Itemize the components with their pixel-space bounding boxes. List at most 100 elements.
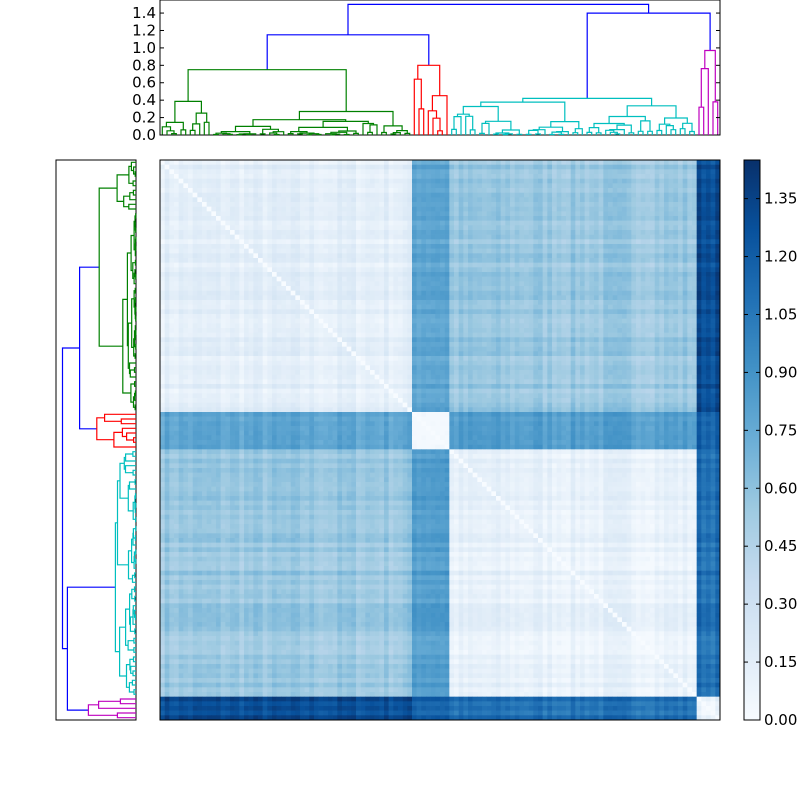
heatmap-cell <box>244 342 249 347</box>
heatmap-cell <box>178 183 184 189</box>
heatmap-cell <box>715 304 721 310</box>
heatmap-cell <box>556 160 562 165</box>
heatmap-cell <box>692 192 697 198</box>
heatmap-cell <box>384 244 389 249</box>
heatmap-cell <box>491 286 497 291</box>
heatmap-cell <box>496 206 501 212</box>
heatmap-cell <box>234 197 240 203</box>
heatmap-cell <box>631 188 637 193</box>
heatmap-cell <box>575 286 581 291</box>
heatmap-cell <box>650 276 655 282</box>
heatmap-cell <box>416 220 422 226</box>
heatmap-cell <box>314 286 319 291</box>
heatmap-cell <box>603 290 609 296</box>
heatmap-cell <box>388 211 394 217</box>
heatmap-cell <box>412 160 417 165</box>
heatmap-cell <box>160 192 165 198</box>
heatmap-cell <box>234 164 240 170</box>
heatmap-cell <box>164 239 170 245</box>
heatmap-cell <box>318 160 324 165</box>
heatmap-cell <box>617 272 623 277</box>
heatmap-cell <box>225 272 231 277</box>
heatmap-cell <box>696 183 702 189</box>
top-y-tick-label: 0.2 <box>132 109 156 127</box>
heatmap-cell <box>659 323 665 329</box>
heatmap-cell <box>239 169 245 175</box>
heatmap-cell <box>626 318 632 324</box>
heatmap-cell <box>192 272 198 277</box>
heatmap-cell <box>384 220 389 226</box>
heatmap-cell <box>626 300 632 305</box>
heatmap-cell <box>575 258 581 263</box>
heatmap-cell <box>482 323 487 329</box>
heatmap-cell <box>594 253 599 259</box>
heatmap-cell <box>598 286 604 291</box>
heatmap-cell <box>216 276 221 282</box>
heatmap-cell <box>626 230 632 235</box>
heatmap-cell <box>692 276 697 282</box>
heatmap-cell <box>477 178 483 184</box>
heatmap-cell <box>281 220 287 226</box>
heatmap-cell <box>463 300 469 305</box>
left-dendrogram-link <box>125 608 130 646</box>
left-dendrogram-link <box>122 298 131 394</box>
heatmap-cell <box>612 267 618 273</box>
heatmap-cell <box>421 295 427 301</box>
heatmap-cell <box>598 230 604 235</box>
heatmap-cell <box>528 216 534 221</box>
heatmap-cell <box>608 174 613 179</box>
heatmap-cell <box>318 304 324 310</box>
heatmap-cell <box>491 309 497 315</box>
heatmap-cell <box>584 318 590 324</box>
heatmap-cell <box>421 323 427 329</box>
heatmap-cell <box>393 234 399 240</box>
heatmap-cell <box>416 202 422 207</box>
heatmap-cell <box>272 295 277 301</box>
heatmap-cell <box>664 295 669 301</box>
heatmap-cell <box>328 160 333 165</box>
heatmap-cell <box>612 328 618 333</box>
heatmap-cell <box>281 211 287 217</box>
heatmap-cell <box>547 178 553 184</box>
heatmap-cell <box>547 220 553 226</box>
heatmap-cell <box>664 202 669 207</box>
heatmap-cell <box>337 267 343 273</box>
heatmap-cell <box>421 253 427 259</box>
heatmap-cell <box>538 206 543 212</box>
heatmap-cell <box>636 318 641 324</box>
heatmap-cell <box>468 169 473 175</box>
heatmap-cell <box>668 211 674 217</box>
heatmap-cell <box>594 323 599 329</box>
heatmap-cell <box>673 309 679 315</box>
top-dendrogram-link <box>174 100 202 123</box>
heatmap-cell <box>468 160 473 165</box>
heatmap-cell <box>449 230 455 235</box>
heatmap-cell <box>552 295 557 301</box>
heatmap-cell <box>286 281 291 287</box>
heatmap-cell <box>342 164 347 170</box>
heatmap-cell <box>701 183 707 189</box>
heatmap-cell <box>374 300 380 305</box>
heatmap-cell <box>174 253 179 259</box>
heatmap-cell <box>715 164 721 170</box>
heatmap-cell <box>580 262 585 268</box>
heatmap-cell <box>234 253 240 259</box>
heatmap-cell <box>342 300 347 305</box>
heatmap-cell <box>458 192 464 198</box>
heatmap-cell <box>183 164 189 170</box>
heatmap-cell <box>300 220 305 226</box>
heatmap-cell <box>183 295 189 301</box>
heatmap-cell <box>514 206 520 212</box>
heatmap-cell <box>542 169 548 175</box>
heatmap-cell <box>393 314 399 319</box>
heatmap-cell <box>701 253 707 259</box>
heatmap-cell <box>566 239 571 245</box>
heatmap-cell <box>160 216 165 221</box>
heatmap-cell <box>402 318 408 324</box>
heatmap-cell <box>710 183 716 189</box>
heatmap-cell <box>272 164 277 170</box>
heatmap-cell <box>332 318 338 324</box>
heatmap-cell <box>183 211 189 217</box>
heatmap-cell <box>393 211 399 217</box>
heatmap-cell <box>664 220 669 226</box>
